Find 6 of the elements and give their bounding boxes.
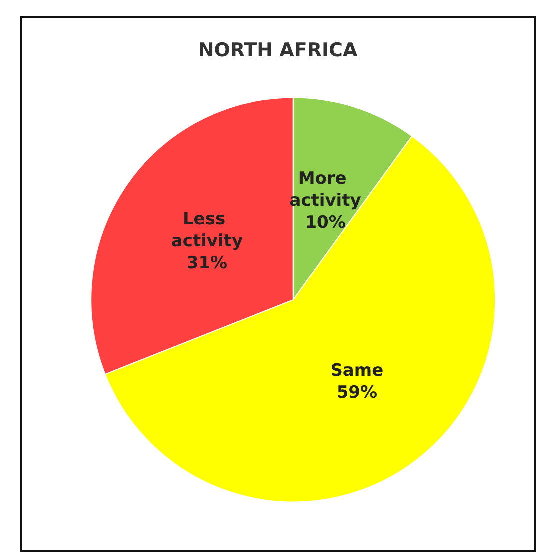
slice-label: Less activity bbox=[171, 209, 244, 252]
slice-label: Same bbox=[330, 361, 384, 382]
data-label: 31% bbox=[186, 253, 228, 274]
chart-title: NORTH AFRICA bbox=[198, 40, 358, 62]
data-label: 10% bbox=[305, 212, 346, 233]
data-label: 59% bbox=[336, 383, 378, 404]
